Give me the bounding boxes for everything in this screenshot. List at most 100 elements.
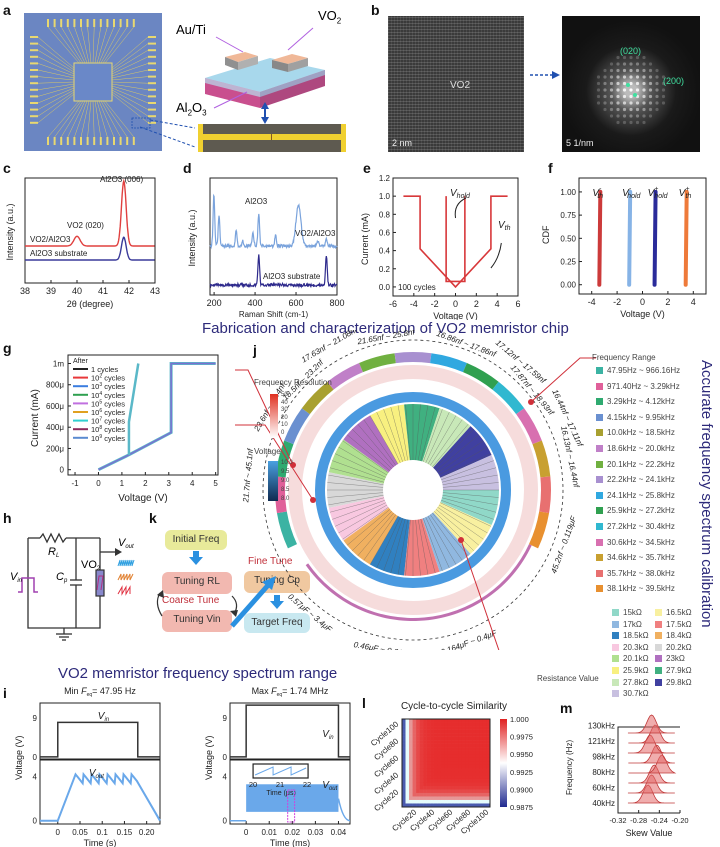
- heatmap-cell: [465, 771, 470, 776]
- diffraction-spot: [661, 81, 666, 86]
- heatmap-cell: [458, 743, 463, 748]
- heatmap-cell: [447, 750, 452, 755]
- heatmap-cell: [440, 803, 445, 808]
- x-tick-label: 0.02: [285, 828, 301, 837]
- heatmap-cell: [426, 764, 431, 769]
- heatmap-cell: [482, 719, 487, 723]
- chip-trace: [54, 26, 82, 64]
- y-tick-label: 80kHz: [592, 768, 615, 777]
- heatmap-cell: [412, 803, 417, 808]
- x-axis-label: 2θ (degree): [67, 299, 114, 309]
- heatmap-cell: [423, 722, 427, 727]
- arc-label-13: 0.46μF ~ 0.615μF: [353, 640, 418, 650]
- heatmap-cell: [461, 729, 466, 734]
- diffraction-spot: [622, 55, 627, 60]
- heatmap-cell: [468, 743, 473, 748]
- heatmap-cell: [465, 743, 470, 748]
- heatmap-cell: [430, 771, 434, 776]
- heatmap-cell: [468, 754, 473, 759]
- y-axis-label: Voltage (V): [204, 735, 214, 780]
- heatmap-cell: [412, 726, 417, 730]
- plot-frame: [67, 354, 219, 476]
- heatmap-cell: [447, 764, 452, 769]
- heatmap-cell: [486, 778, 491, 783]
- heatmap-cell: [465, 736, 470, 741]
- heatmap-cell: [458, 768, 463, 773]
- panel-label-l: l: [362, 695, 366, 711]
- heatmap-cell: [423, 761, 427, 766]
- heatmap-cell: [433, 775, 438, 780]
- heatmap-cell: [479, 736, 484, 741]
- heatmap-cell: [433, 768, 438, 773]
- y-axis-label: Voltage (V): [14, 735, 24, 780]
- vin-trace: [40, 721, 160, 758]
- heatmap-cell: [454, 761, 459, 766]
- heatmap-cell: [465, 792, 470, 797]
- heatmap-cell: [405, 726, 410, 730]
- y-tick-label: 40kHz: [592, 799, 615, 808]
- heatmap-cell: [486, 803, 491, 808]
- diffraction-spot: [629, 75, 633, 79]
- heatmap-cell: [465, 775, 470, 780]
- dendrogram-branch: [383, 518, 403, 571]
- heatmap-cell: [472, 771, 477, 776]
- heatmap-cell: [479, 792, 484, 797]
- heatmap-cell: [475, 771, 480, 776]
- heatmap-cell: [409, 740, 413, 744]
- resistance-clade-1: [426, 498, 492, 554]
- dendrogram-branch: [352, 429, 392, 469]
- legend-swatch: [612, 667, 619, 674]
- heatmap-cell: [440, 729, 445, 734]
- spot-label-020: (020): [620, 46, 642, 56]
- heatmap-cell: [405, 736, 410, 741]
- heatmap-cell: [440, 722, 445, 727]
- heatmap-cell: [479, 785, 484, 790]
- heatmap-cell: [433, 750, 438, 755]
- heatmap-cell: [486, 764, 491, 769]
- banner-fabrication: Fabrication and characterization of VO2 …: [202, 320, 569, 337]
- flow-arrows: [156, 551, 284, 628]
- heatmap-cell: [402, 778, 406, 783]
- heatmap-cell: [426, 785, 431, 790]
- dendrogram-branch: [442, 482, 499, 488]
- heatmap-cell: [430, 733, 434, 737]
- heatmap-cell: [433, 782, 438, 787]
- heatmap-cell: [444, 768, 449, 773]
- diffraction-spot: [603, 88, 607, 92]
- chart-l-heatmap: Cycle-to-cycle SimilarityCycle100Cycle80…: [369, 701, 533, 836]
- heatmap-cell: [486, 771, 491, 776]
- heatmap-cell: [430, 750, 434, 755]
- heatmap-cell: [461, 743, 466, 748]
- plot-frame: [39, 702, 161, 760]
- banner-calibration: Accurate frequency spectrum calibration: [698, 360, 715, 628]
- legend-label: 4.15kHz ~ 9.95kHz: [607, 412, 675, 422]
- heatmap-cell: [479, 754, 484, 759]
- heatmap-cell: [430, 740, 434, 744]
- legend-label-4: 105 cycles: [91, 399, 125, 408]
- heatmap-cell: [454, 740, 459, 744]
- label-vo2-sub: 2: [336, 16, 342, 26]
- heatmap-cell: [468, 726, 473, 730]
- legend-label: 18.5kΩ: [623, 631, 649, 641]
- resistance-legend-item: 20.3kΩ: [612, 643, 649, 652]
- diffraction-spot: [629, 120, 633, 125]
- resistance-legend-item: 18.4kΩ: [655, 631, 692, 640]
- diffraction-spot: [655, 88, 659, 92]
- diffraction-spot: [635, 75, 640, 79]
- heatmap-cell: [479, 778, 484, 783]
- heatmap-cell: [402, 803, 406, 808]
- x-tick-label: 43: [150, 286, 160, 296]
- x-axis-label: Raman Shift (cm-1): [239, 310, 309, 319]
- resistance-clade-0: [431, 490, 499, 525]
- freq-range-arc-11: [516, 408, 542, 445]
- heatmap-cell: [416, 722, 420, 727]
- heatmap-cell: [486, 754, 491, 759]
- chip-trace: [92, 26, 95, 64]
- heatmap-cell: [430, 785, 434, 790]
- label-al2o3-al: Al: [176, 100, 188, 115]
- heatmap-cell: [451, 803, 456, 808]
- diffraction-spot: [642, 55, 646, 60]
- heatmap-cell: [423, 750, 427, 755]
- resistance-legend-item: 20.2kΩ: [655, 643, 692, 652]
